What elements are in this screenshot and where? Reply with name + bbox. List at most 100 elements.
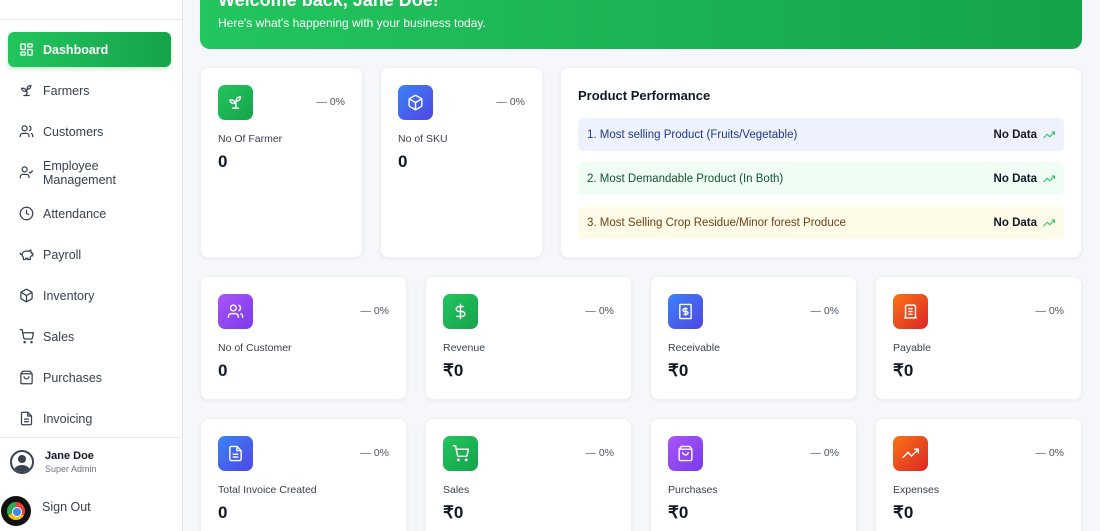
stat-label: Purchases: [668, 484, 718, 496]
sidebar-item-label: Customers: [43, 124, 104, 139]
product-performance-card: Product Performance 1. Most selling Prod…: [560, 67, 1082, 258]
sidebar-item-invoicing[interactable]: Invoicing: [8, 401, 171, 436]
stat-value: 0: [218, 503, 228, 522]
stat-change: — 0%: [810, 447, 839, 459]
sidebar-item-sales[interactable]: Sales: [8, 319, 171, 354]
stat-card-farmers: — 0% No Of Farmer 0: [200, 67, 363, 258]
stat-card-sales: — 0% Sales ₹0: [425, 418, 632, 531]
trending-up-icon: [893, 436, 928, 471]
chrome-icon[interactable]: [1, 496, 31, 526]
user-check-icon: [19, 165, 34, 180]
product-performance-row: 2. Most Demandable Product (In Both) No …: [578, 162, 1064, 195]
row-label: 3. Most Selling Crop Residue/Minor fores…: [587, 216, 846, 229]
file-text-icon: [218, 436, 253, 471]
row-label: 1. Most selling Product (Fruits/Vegetabl…: [587, 128, 798, 141]
trending-up-icon: [1043, 219, 1055, 226]
stat-change: — 0%: [1035, 447, 1064, 459]
sidebar-item-dashboard[interactable]: Dashboard: [8, 32, 171, 67]
stat-value: 0: [218, 361, 228, 380]
piggy-bank-icon: [19, 247, 34, 262]
stat-label: No Of Farmer: [218, 133, 283, 145]
stat-value: ₹0: [443, 503, 464, 522]
stat-card-purchases: — 0% Purchases ₹0: [650, 418, 857, 531]
stat-change: — 0%: [496, 96, 525, 108]
stat-card-receivable: — 0% Receivable ₹0: [650, 276, 857, 400]
stat-card-invoices: — 0% Total Invoice Created 0: [200, 418, 407, 531]
stat-value: ₹0: [668, 361, 689, 380]
stat-change: — 0%: [316, 96, 345, 108]
package-icon: [19, 288, 34, 303]
divider: [0, 19, 183, 20]
stat-value: ₹0: [668, 503, 689, 522]
clock-icon: [19, 206, 34, 221]
shopping-cart-icon: [443, 436, 478, 471]
stat-card-sku: — 0% No of SKU 0: [380, 67, 543, 258]
sidebar-item-inventory[interactable]: Inventory: [8, 278, 171, 313]
product-performance-title: Product Performance: [578, 88, 711, 103]
stat-label: Receivable: [668, 342, 720, 354]
stat-label: No of SKU: [398, 133, 448, 145]
sidebar-item-label: Dashboard: [43, 42, 109, 57]
sidebar-item-label: Sales: [43, 329, 75, 344]
stat-label: Total Invoice Created: [218, 484, 317, 496]
sprout-icon: [19, 83, 34, 98]
divider: [0, 437, 183, 438]
sidebar-item-payroll[interactable]: Payroll: [8, 237, 171, 272]
trending-up-icon: [1043, 175, 1055, 182]
sidebar: Dashboard Farmers Customers Employee Man…: [0, 0, 183, 531]
stat-value: ₹0: [443, 361, 464, 380]
stat-card-expenses: — 0% Expenses ₹0: [875, 418, 1082, 531]
welcome-banner: Welcome back, Jane Doe! Here's what's ha…: [200, 0, 1082, 49]
dashboard-grid-icon: [19, 42, 34, 57]
sidebar-item-label: Employee Management: [43, 158, 116, 187]
users-icon: [19, 124, 34, 139]
bill-icon: [893, 294, 928, 329]
shopping-bag-icon: [668, 436, 703, 471]
stat-change: — 0%: [810, 305, 839, 317]
receipt-icon: [668, 294, 703, 329]
user-profile[interactable]: Jane Doe Super Admin: [10, 450, 97, 474]
product-performance-row: 3. Most Selling Crop Residue/Minor fores…: [578, 206, 1064, 239]
stat-value: ₹0: [893, 361, 914, 380]
sidebar-item-farmers[interactable]: Farmers: [8, 73, 171, 108]
row-value: No Data: [994, 173, 1055, 185]
stat-change: — 0%: [585, 305, 614, 317]
banner-title: Welcome back, Jane Doe!: [218, 0, 439, 10]
user-name: Jane Doe: [45, 450, 94, 462]
stat-label: Revenue: [443, 342, 486, 354]
stat-label: Payable: [893, 342, 931, 354]
stat-change: — 0%: [1035, 305, 1064, 317]
stat-value: 0: [398, 152, 408, 171]
stat-value: 0: [218, 152, 228, 171]
stat-change: — 0%: [585, 447, 614, 459]
sidebar-item-label: Farmers: [43, 83, 90, 98]
row-value: No Data: [994, 129, 1055, 141]
row-value: No Data: [994, 217, 1055, 229]
sidebar-item-label: Inventory: [43, 288, 95, 303]
sidebar-item-employee-management[interactable]: Employee Management: [8, 155, 171, 190]
stat-card-revenue: — 0% Revenue ₹0: [425, 276, 632, 400]
sidebar-item-attendance[interactable]: Attendance: [8, 196, 171, 231]
sidebar-item-label: Attendance: [43, 206, 107, 221]
sidebar-item-purchases[interactable]: Purchases: [8, 360, 171, 395]
row-label: 2. Most Demandable Product (In Both): [587, 172, 784, 185]
shopping-cart-icon: [19, 329, 34, 344]
product-performance-row: 1. Most selling Product (Fruits/Vegetabl…: [578, 118, 1064, 151]
package-icon: [398, 85, 433, 120]
sidebar-item-label: Invoicing: [43, 411, 93, 426]
file-text-icon: [19, 411, 34, 426]
sidebar-item-customers[interactable]: Customers: [8, 114, 171, 149]
sidebar-item-label: Payroll: [43, 247, 82, 262]
stat-change: — 0%: [360, 447, 389, 459]
trending-up-icon: [1043, 131, 1055, 138]
avatar: [10, 450, 34, 474]
stat-value: ₹0: [893, 503, 914, 522]
sidebar-item-label: Purchases: [43, 370, 103, 385]
user-role: Super Admin: [45, 464, 97, 474]
stat-card-customers: — 0% No of Customer 0: [200, 276, 407, 400]
stat-label: Expenses: [893, 484, 940, 496]
sprout-icon: [218, 85, 253, 120]
stat-label: No of Customer: [218, 342, 292, 354]
sign-out-button[interactable]: Sign Out: [42, 500, 91, 514]
stat-label: Sales: [443, 484, 470, 496]
